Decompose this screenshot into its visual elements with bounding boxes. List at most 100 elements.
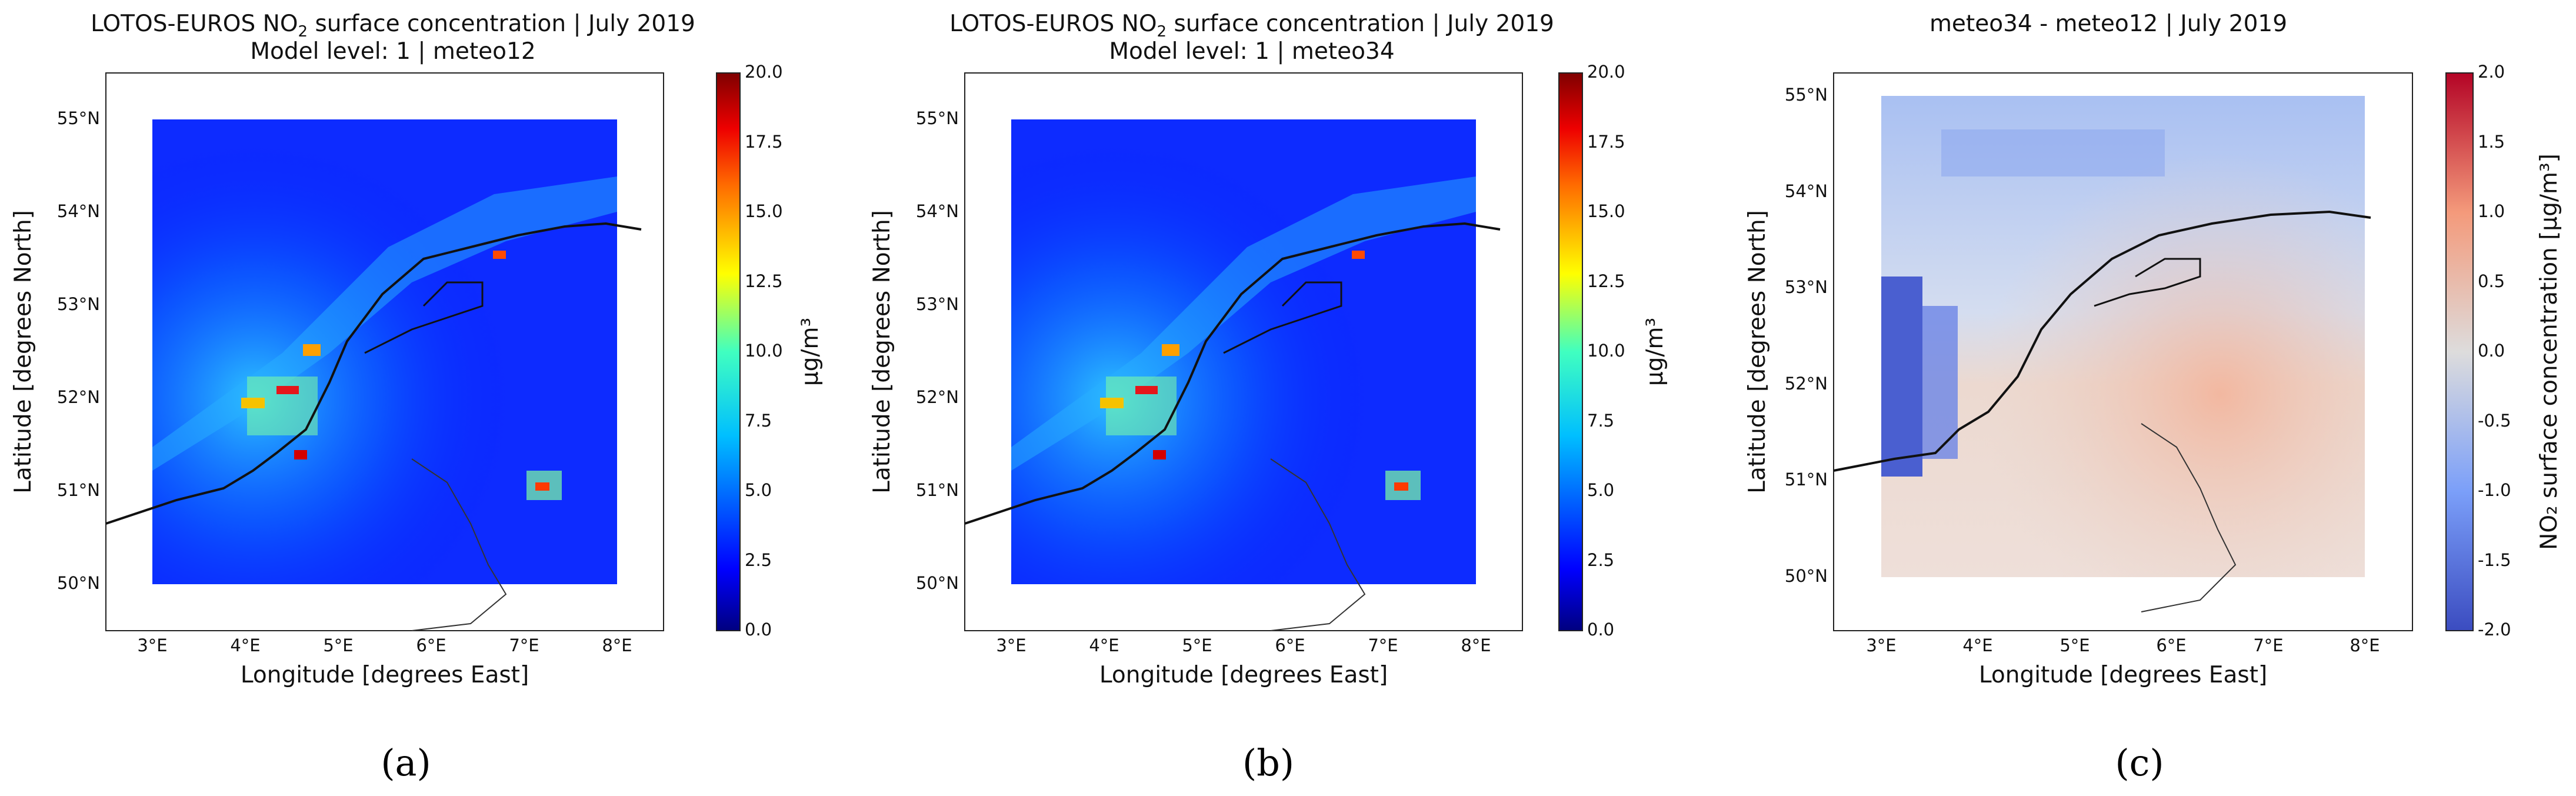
panel-a-coastline <box>105 222 642 525</box>
panel-c-cold-sea-band <box>1881 277 1922 477</box>
panel-b: LOTOS-EUROS NO2 surface concentration | … <box>869 11 1668 784</box>
y-tick: 50°N <box>1785 566 1828 586</box>
panel-b-coastline <box>964 222 1501 525</box>
panel-a-hotspot-antwerp <box>294 450 307 459</box>
y-tick: 51°N <box>57 480 100 500</box>
panel-c-border-outline <box>2141 423 2237 612</box>
panel-b-x-ticks: 3°E 4°E 5°E 6°E 7°E 8°E <box>996 635 1491 655</box>
panel-b-hotspot-antwerp <box>1153 450 1166 459</box>
panel-b-border-outline <box>1270 458 1366 631</box>
y-tick: 51°N <box>916 480 959 500</box>
cb-tick: 2.5 <box>745 550 772 570</box>
panel-c-cold-sea-fringe <box>1922 306 1958 459</box>
panel-a-border-outline <box>411 458 507 631</box>
panel-b-colorbar-label: μg/m³ <box>1642 318 1668 386</box>
cb-tick: 2.0 <box>2478 62 2505 82</box>
panel-c-y-label: Latitude [degrees North] <box>1744 210 1771 494</box>
y-tick: 50°N <box>57 573 100 593</box>
panel-b-hotspot-ruhr <box>1394 482 1408 491</box>
panel-a-shipping-lane <box>152 176 617 471</box>
panel-b-y-label: Latitude [degrees North] <box>869 210 895 494</box>
panel-b-hotspot-north <box>1352 251 1365 259</box>
panel-b-shipping-lane <box>1011 176 1476 471</box>
panel-a-hotspot-amsterdam <box>303 344 321 356</box>
x-tick: 4°E <box>230 635 260 655</box>
cb-tick: 20.0 <box>745 62 783 82</box>
panel-c-x-ticks: 3°E 4°E 5°E 6°E 7°E 8°E <box>1866 635 2380 655</box>
cb-tick: -0.5 <box>2478 411 2511 431</box>
panel-b-x-label: Longitude [degrees East] <box>1099 662 1388 688</box>
cb-tick: 17.5 <box>745 132 783 152</box>
cb-tick: 5.0 <box>745 480 772 500</box>
panel-c-ijsselmeer-outline <box>2094 258 2201 307</box>
x-tick: 7°E <box>1368 635 1398 655</box>
panel-c-colorbar <box>2445 72 2474 631</box>
cb-tick: 17.5 <box>1587 132 1625 152</box>
panel-b-title: LOTOS-EUROS NO2 surface concentration | … <box>949 11 1554 41</box>
panel-b-hotspot-amsterdam <box>1162 344 1179 356</box>
y-tick: 50°N <box>916 573 959 593</box>
y-tick: 53°N <box>916 294 959 314</box>
panel-b-hotspot-rotterdam <box>1135 386 1158 394</box>
panel-a-x-label: Longitude [degrees East] <box>241 662 529 688</box>
y-tick: 53°N <box>57 294 100 314</box>
panel-a-x-ticks: 3°E 4°E 5°E 6°E 7°E 8°E <box>137 635 632 655</box>
cb-tick: 12.5 <box>1587 271 1625 291</box>
panel-b-colorbar <box>1558 72 1583 631</box>
cb-tick: 12.5 <box>745 271 783 291</box>
panel-a-hotspot-rotterdam <box>276 386 299 394</box>
x-tick: 8°E <box>1461 635 1491 655</box>
panel-a-colorbar-label: μg/m³ <box>797 318 824 386</box>
panel-c-cool-north <box>1941 129 2165 176</box>
panel-a-y-ticks: 50°N 51°N 52°N 53°N 54°N 55°N <box>57 108 100 593</box>
x-tick: 6°E <box>2156 635 2186 655</box>
panel-a-caption: (a) <box>381 741 431 784</box>
x-tick: 8°E <box>2350 635 2380 655</box>
panel-b-y-ticks: 50°N 51°N 52°N 53°N 54°N 55°N <box>916 108 959 593</box>
cb-tick: 5.0 <box>1587 480 1614 500</box>
y-tick: 51°N <box>1785 469 1828 489</box>
panel-c-y-ticks: 50°N 51°N 52°N 53°N 54°N 55°N <box>1785 85 1828 586</box>
cb-tick: 0.0 <box>1587 620 1614 640</box>
x-tick: 5°E <box>2060 635 2090 655</box>
x-tick: 8°E <box>602 635 632 655</box>
cb-tick: 2.5 <box>1587 550 1614 570</box>
y-tick: 53°N <box>1785 277 1828 297</box>
panel-b-caption: (b) <box>1242 741 1294 784</box>
y-tick: 54°N <box>1785 181 1828 201</box>
x-tick: 7°E <box>2253 635 2283 655</box>
x-tick: 5°E <box>323 635 353 655</box>
panel-c-x-label: Longitude [degrees East] <box>1979 662 2267 688</box>
panel-a-hotspot-north <box>493 251 506 259</box>
y-tick: 55°N <box>57 108 100 128</box>
panel-a-hotspot-hague <box>241 398 265 408</box>
x-tick: 5°E <box>1182 635 1212 655</box>
cb-tick: 20.0 <box>1587 62 1625 82</box>
cb-tick: -1.5 <box>2478 550 2511 570</box>
x-tick: 3°E <box>996 635 1026 655</box>
panel-b-subtitle: Model level: 1 | meteo34 <box>1109 38 1394 65</box>
panel-b-ijsselmeer-outline <box>1223 281 1342 354</box>
panel-c-caption: (c) <box>2115 741 2164 784</box>
cb-tick: 15.0 <box>745 201 783 221</box>
panel-c: meteo34 - meteo12 | July 2019 3°E 4°E 5°… <box>1744 11 2562 784</box>
cb-tick: 10.0 <box>1587 341 1625 361</box>
panel-a-subtitle: Model level: 1 | meteo12 <box>250 38 535 65</box>
panel-c-title: meteo34 - meteo12 | July 2019 <box>1929 11 2287 37</box>
cb-tick: 1.0 <box>2478 201 2505 221</box>
cb-tick: 7.5 <box>1587 411 1614 431</box>
x-tick: 3°E <box>1866 635 1896 655</box>
x-tick: 4°E <box>1089 635 1119 655</box>
cb-tick: 10.0 <box>745 341 783 361</box>
y-tick: 52°N <box>1785 374 1828 394</box>
panel-a: LOTOS-EUROS NO2 surface concentration | … <box>10 11 824 784</box>
x-tick: 6°E <box>1275 635 1305 655</box>
panel-b-hotspot-hague <box>1100 398 1124 408</box>
y-tick: 52°N <box>57 387 100 407</box>
cb-tick: 15.0 <box>1587 201 1625 221</box>
cb-tick: -1.0 <box>2478 480 2511 500</box>
panel-a-colorbar-ticks: 0.0 2.5 5.0 7.5 10.0 12.5 15.0 17.5 20.0 <box>745 62 783 640</box>
y-tick: 52°N <box>916 387 959 407</box>
y-tick: 54°N <box>57 201 100 221</box>
